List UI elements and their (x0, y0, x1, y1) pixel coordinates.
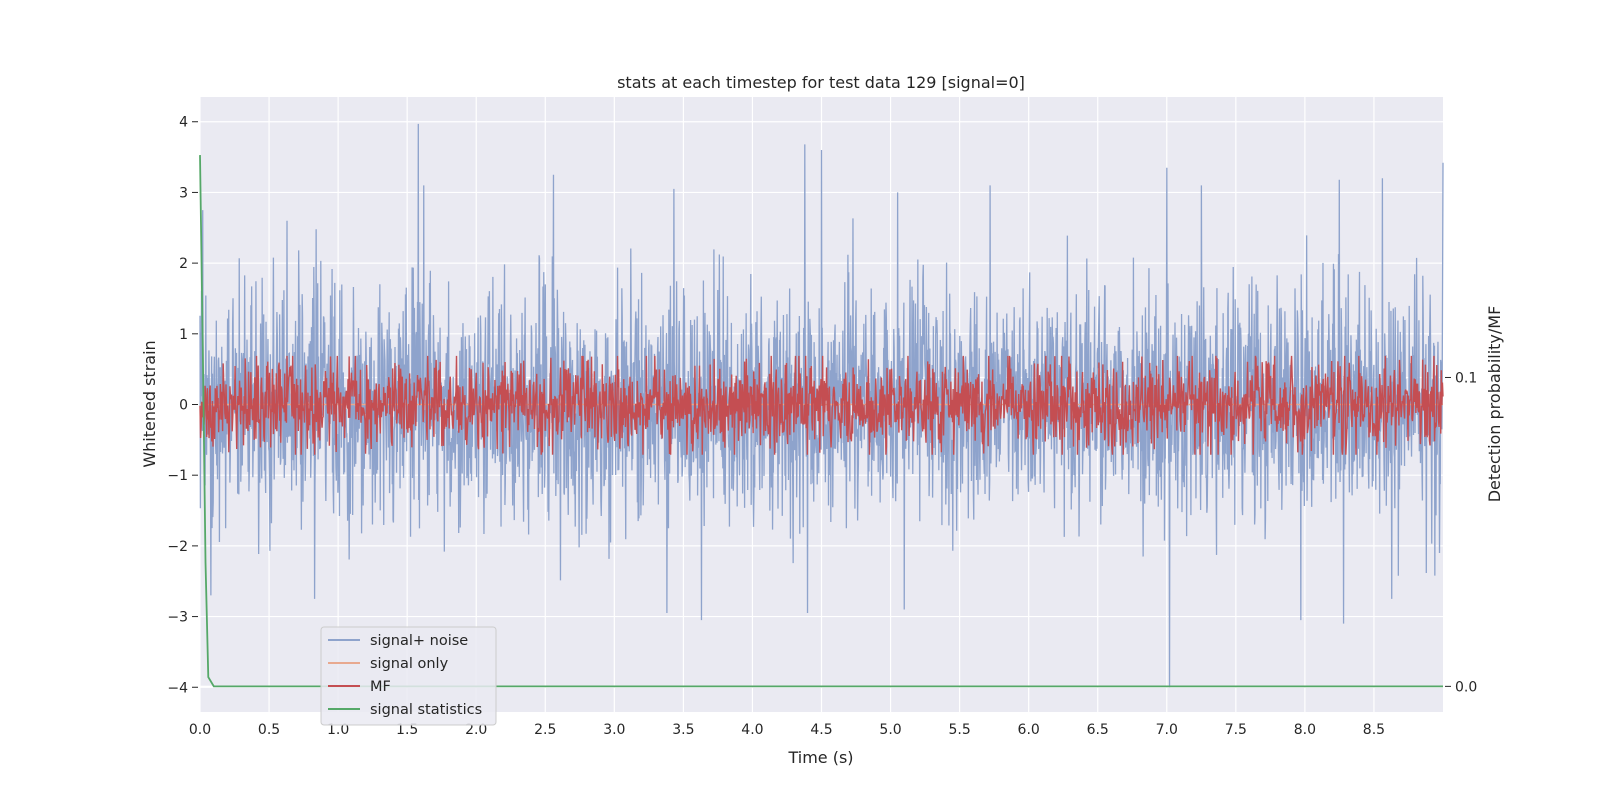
y-tick-label: −1 (167, 468, 188, 484)
x-tick-label: 3.5 (672, 722, 694, 738)
y-tick-label: −2 (167, 539, 188, 555)
x-tick-label: 4.5 (810, 722, 832, 738)
x-tick-label: 8.0 (1294, 722, 1316, 738)
x-tick-label: 6.5 (1087, 722, 1109, 738)
y-tick-label: 0 (179, 398, 188, 414)
y-tick-label: 4 (179, 115, 188, 131)
x-tick-label: 1.0 (327, 722, 349, 738)
y-tick-label: 3 (179, 185, 188, 201)
x-tick-label: 7.5 (1225, 722, 1247, 738)
legend-box (320, 626, 497, 726)
y-tick-label: −3 (167, 610, 188, 626)
x-tick-label: 4.0 (741, 722, 763, 738)
y-tick-label: −4 (167, 680, 188, 696)
legend-label-mf: MF (370, 679, 391, 695)
series-line-mf (199, 355, 1444, 455)
y2-tick-label: 0.0 (1455, 679, 1477, 695)
x-tick-label: 8.5 (1363, 722, 1385, 738)
y2-axis-label: Detection probability/MF (1485, 306, 1504, 503)
tick-labels: 0.0 0.5 1.0 1.5 2.0 2.5 3.0 3.5 4.0 4.5 5.0 5.5 6.0 6… (167, 115, 1477, 738)
x-tick-label: 5.0 (879, 722, 901, 738)
x-tick-label: 2.5 (534, 722, 556, 738)
x-tick-label: 0.0 (189, 722, 211, 738)
y-tick-label: 1 (179, 327, 188, 343)
x-tick-label: 5.5 (948, 722, 970, 738)
x-axis-label: Time (s) (787, 748, 853, 767)
chart-title: stats at each timestep for test data 129… (617, 73, 1025, 92)
y2-tick-label: 0.1 (1455, 370, 1477, 386)
legend: signal+ noise signal only MF signal stat… (320, 626, 497, 726)
legend-label-signal-noise: signal+ noise (370, 633, 468, 649)
x-tick-label: 3.0 (603, 722, 625, 738)
y-axis-label: Whitened strain (140, 340, 159, 467)
x-tick-label: 1.5 (396, 722, 418, 738)
x-tick-label: 7.0 (1156, 722, 1178, 738)
legend-label-signal-only: signal only (370, 656, 449, 672)
y-tick-label: 2 (179, 256, 188, 272)
x-tick-label: 2.0 (465, 722, 487, 738)
x-tick-label: 0.5 (258, 722, 280, 738)
x-tick-label: 6.0 (1018, 722, 1040, 738)
legend-label-signal-statistics: signal statistics (370, 702, 482, 718)
